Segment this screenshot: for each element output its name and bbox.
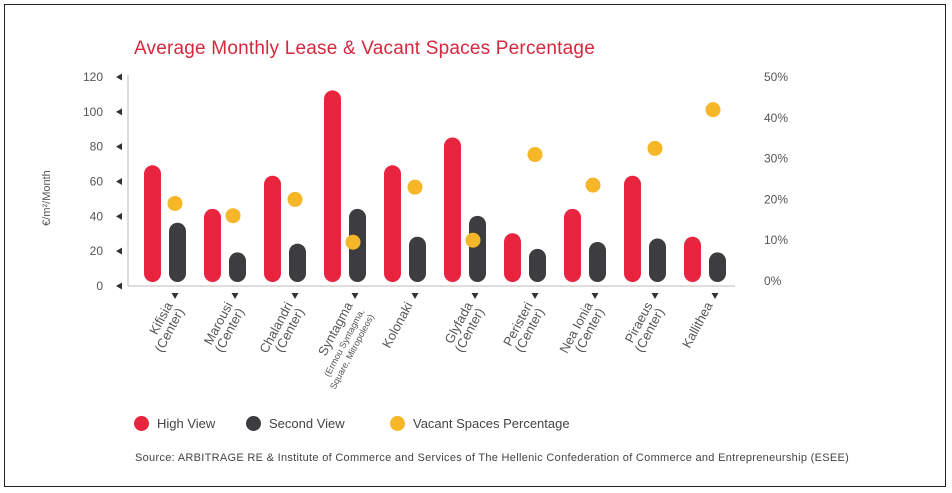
y-tick-marker [116, 73, 122, 81]
y2-tick-label: 0% [764, 274, 782, 288]
bar-high-view [264, 175, 281, 282]
x-tick-marker [651, 293, 659, 299]
y-tick-marker [116, 282, 122, 290]
bar-second-view [589, 241, 606, 282]
bar-second-view [709, 252, 726, 282]
bar-second-view [529, 248, 546, 282]
bar-high-view [204, 208, 221, 282]
x-tick-marker [291, 293, 299, 299]
dot-vacant [527, 147, 543, 163]
bar-second-view [229, 252, 246, 282]
y2-tick-label: 20% [764, 192, 788, 206]
y-tick-marker [116, 247, 122, 255]
x-tick-label-line: Kolonaki [379, 299, 416, 350]
x-tick-marker [711, 293, 719, 299]
y2-tick-label: 40% [764, 111, 788, 125]
x-tick-label: Kifisia(Center) [140, 299, 187, 355]
y-axis-label: €/m²/Month [41, 170, 53, 226]
bar-second-view [649, 238, 666, 282]
legend-item-vacant: Vacant Spaces Percentage [390, 416, 570, 431]
y-tick-label: 40 [90, 209, 104, 223]
bar-high-view [444, 137, 461, 282]
bar-second-view [469, 215, 486, 282]
legend-swatch-vacant [390, 416, 405, 431]
dot-vacant [585, 177, 601, 193]
bar-second-view [169, 222, 186, 282]
dot-vacant [407, 179, 423, 195]
legend-label-high-view: High View [157, 416, 216, 431]
source-note: Source: ARBITRAGE RE & Institute of Comm… [135, 452, 850, 464]
bar-high-view [384, 165, 401, 282]
y-tick-label: 100 [83, 105, 103, 119]
bar-second-view [409, 236, 426, 282]
x-tick-marker [351, 293, 359, 299]
y-tick-marker [116, 108, 122, 116]
bar-second-view [289, 243, 306, 282]
dot-vacant [647, 140, 663, 156]
dot-vacant [287, 191, 303, 207]
x-tick-label: Kolonaki [379, 299, 416, 350]
y-tick-label: 20 [90, 244, 104, 258]
legend-swatch-high-view [134, 416, 149, 431]
y-tick-marker [116, 212, 122, 220]
y2-tick-label: 30% [764, 152, 788, 166]
x-tick-label-line: Kallithea [679, 299, 716, 351]
y-tick-label: 0 [96, 279, 103, 293]
y-tick-marker [116, 178, 122, 185]
x-tick-label: Nea Ionia(Center) [556, 299, 607, 362]
bar-high-view [504, 233, 521, 282]
legend-swatch-second-view [246, 416, 261, 431]
legend-item-high-view: High View [134, 416, 215, 431]
y-tick-marker [116, 143, 122, 151]
x-tick-marker [471, 293, 479, 299]
bar-high-view [324, 90, 341, 283]
bar-high-view [144, 165, 161, 282]
x-tick-label: Marousi(Center) [200, 299, 247, 354]
dot-vacant [345, 234, 361, 250]
dot-vacant [705, 102, 721, 118]
x-tick-label: Glyfada(Center) [440, 299, 487, 355]
x-tick-marker [531, 293, 539, 299]
y-tick-label: 80 [90, 140, 104, 154]
bar-high-view [684, 236, 701, 282]
y-tick-label: 120 [83, 70, 103, 84]
x-tick-marker [171, 293, 179, 299]
x-tick-label: Syntagma(Ermou Syntagma,Square, Mitropol… [303, 299, 376, 391]
bar-high-view [624, 175, 641, 282]
dot-vacant [465, 232, 481, 248]
legend-label-second-view: Second View [269, 416, 345, 431]
x-tick-marker [591, 293, 599, 299]
x-tick-label: Kallithea [679, 299, 716, 351]
legend-label-vacant: Vacant Spaces Percentage [413, 416, 570, 431]
chart-title: Average Monthly Lease & Vacant Spaces Pe… [134, 38, 595, 59]
x-tick-marker [411, 293, 419, 299]
x-tick-label: Piraeus(Center) [620, 299, 667, 355]
y-tick-label: 60 [90, 175, 104, 189]
dot-vacant [167, 195, 183, 211]
x-tick-marker [231, 293, 239, 299]
y2-tick-label: 50% [764, 70, 788, 84]
x-tick-label: Chalandri(Center) [256, 299, 307, 361]
dot-vacant [225, 208, 241, 224]
x-tick-label: Peristeri(Center) [500, 299, 547, 354]
legend-item-second-view: Second View [246, 416, 345, 431]
bar-high-view [564, 208, 581, 282]
y2-tick-label: 10% [764, 233, 788, 247]
